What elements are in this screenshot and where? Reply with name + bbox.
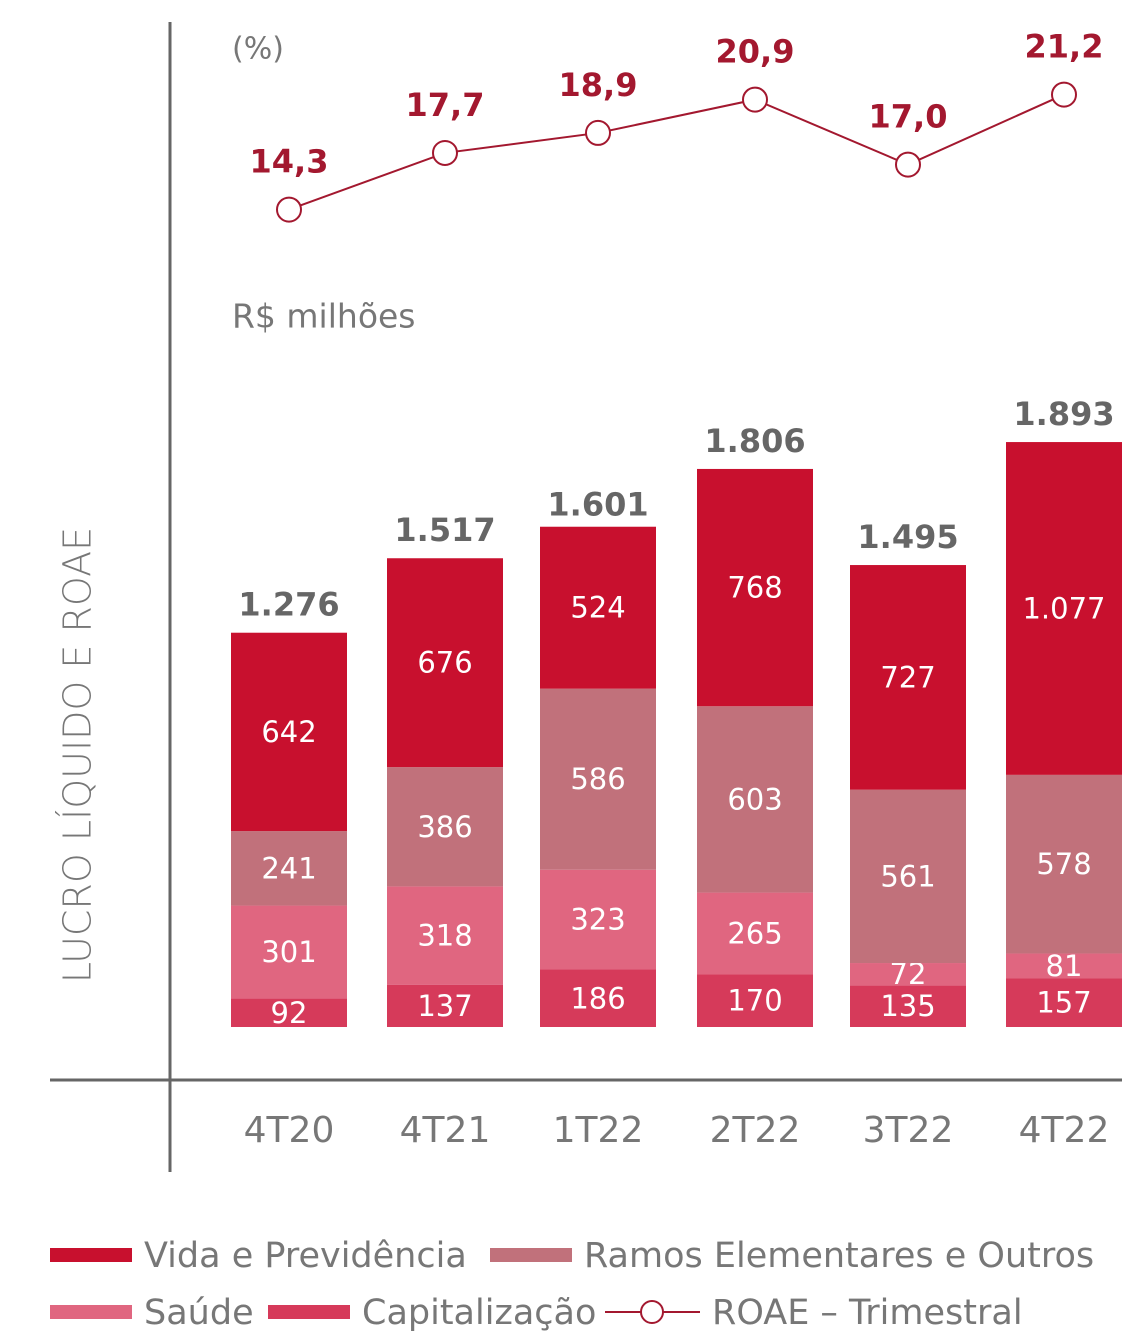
bar-segment bbox=[540, 869, 656, 970]
bar-segment bbox=[231, 632, 347, 832]
segment-label: 265 bbox=[727, 917, 782, 951]
total-label: 1.806 bbox=[704, 422, 805, 460]
legend-label: Ramos Elementares e Outros bbox=[584, 1236, 1094, 1276]
roae-point bbox=[276, 196, 302, 223]
x-tick-label: 4T20 bbox=[244, 1110, 335, 1151]
bar-segment bbox=[231, 831, 347, 906]
roae-label: 18,9 bbox=[559, 66, 638, 104]
legend-label: Saúde bbox=[144, 1293, 254, 1333]
roae-label: 17,0 bbox=[869, 98, 948, 136]
bar-segment bbox=[387, 886, 503, 985]
bar-segment bbox=[697, 706, 813, 893]
roae-point bbox=[432, 139, 458, 166]
bar-segment bbox=[1006, 442, 1122, 775]
segment-label: 92 bbox=[271, 996, 308, 1030]
legend-marker bbox=[640, 1300, 664, 1324]
bar-segment bbox=[540, 688, 656, 870]
roae-point bbox=[585, 119, 611, 146]
bar-segment bbox=[1006, 953, 1122, 979]
bar-segment bbox=[850, 985, 966, 1027]
bar-segment bbox=[850, 789, 966, 964]
x-tick-label: 4T21 bbox=[400, 1110, 491, 1151]
bar-segment bbox=[387, 558, 503, 768]
segment-label: 676 bbox=[417, 646, 472, 680]
roae-point bbox=[1051, 81, 1077, 108]
legend-label: Vida e Previdência bbox=[144, 1236, 467, 1276]
segment-label: 137 bbox=[417, 989, 472, 1023]
x-tick-label: 4T22 bbox=[1019, 1110, 1110, 1151]
segment-label: 186 bbox=[570, 981, 625, 1015]
segment-label: 1.077 bbox=[1022, 591, 1105, 625]
bar-segment bbox=[697, 974, 813, 1027]
total-label: 1.495 bbox=[857, 518, 958, 556]
bar-segment bbox=[850, 963, 966, 986]
roae-point bbox=[742, 86, 768, 113]
bar-segment bbox=[387, 767, 503, 887]
segment-label: 642 bbox=[261, 715, 316, 749]
total-label: 1.517 bbox=[394, 511, 495, 549]
segment-label: 727 bbox=[880, 660, 935, 694]
total-label: 1.276 bbox=[238, 586, 339, 624]
x-tick-label: 3T22 bbox=[863, 1110, 954, 1151]
legend-swatch bbox=[50, 1248, 132, 1262]
bar-segment bbox=[387, 984, 503, 1027]
segment-label: 81 bbox=[1046, 949, 1083, 983]
segment-label: 135 bbox=[880, 989, 935, 1023]
x-tick-label: 1T22 bbox=[553, 1110, 644, 1151]
segment-label: 578 bbox=[1036, 847, 1091, 881]
roae-label: 21,2 bbox=[1025, 28, 1104, 66]
roae-label: 20,9 bbox=[716, 33, 795, 71]
bar-segment bbox=[231, 998, 347, 1027]
roae-point bbox=[895, 151, 921, 178]
segment-label: 561 bbox=[880, 859, 935, 893]
bar-segment bbox=[540, 969, 656, 1027]
bar-segment bbox=[850, 565, 966, 790]
segment-label: 318 bbox=[417, 919, 472, 953]
total-label: 1.601 bbox=[547, 485, 648, 523]
legend-label: Capitalização bbox=[362, 1293, 596, 1333]
roae-label: 14,3 bbox=[250, 143, 329, 181]
segment-label: 301 bbox=[261, 935, 316, 969]
x-tick-label: 2T22 bbox=[710, 1110, 801, 1151]
segment-label: 768 bbox=[727, 571, 782, 605]
segment-label: 386 bbox=[417, 810, 472, 844]
segment-label: 603 bbox=[727, 782, 782, 816]
bar-segment bbox=[1006, 978, 1122, 1027]
segment-label: 157 bbox=[1036, 986, 1091, 1020]
line-unit-label: (%) bbox=[232, 32, 284, 67]
bar-unit-label: R$ milhões bbox=[232, 297, 416, 336]
legend-swatch bbox=[50, 1305, 132, 1319]
segment-label: 241 bbox=[261, 851, 316, 885]
legend-swatch bbox=[268, 1305, 350, 1319]
legend-label: ROAE – Trimestral bbox=[712, 1293, 1023, 1333]
segment-label: 524 bbox=[570, 591, 625, 625]
bar-segment bbox=[1006, 774, 1122, 954]
legend-swatch bbox=[490, 1248, 572, 1262]
roae-line bbox=[288, 93, 1065, 211]
roae-label: 17,7 bbox=[406, 86, 485, 124]
segment-label: 170 bbox=[727, 984, 782, 1018]
bar-segment bbox=[697, 468, 813, 707]
bar-segment bbox=[231, 905, 347, 999]
total-label: 1.893 bbox=[1013, 395, 1114, 433]
bar-segment bbox=[540, 526, 656, 689]
segment-label: 323 bbox=[570, 903, 625, 937]
y-axis-label: LUCRO LÍQUIDO E ROAE bbox=[56, 527, 100, 983]
bar-segment bbox=[697, 892, 813, 975]
segment-label: 586 bbox=[570, 762, 625, 796]
